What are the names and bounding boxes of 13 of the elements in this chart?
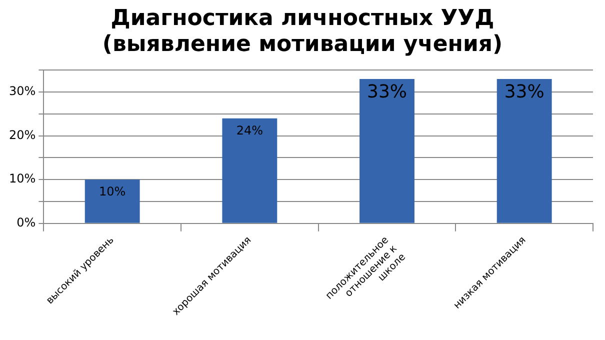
y-tick-label: 10%	[9, 172, 36, 186]
y-tick-label: 30%	[9, 84, 36, 98]
bar	[360, 78, 414, 223]
y-tick-label: 20%	[9, 128, 36, 142]
data-label: 33%	[504, 82, 544, 103]
y-tick-label: 0%	[16, 216, 36, 230]
bar	[222, 118, 278, 223]
chart-title: Диагностика личностных УУД (выявление мотивации учения)	[101, 6, 504, 59]
bar	[496, 78, 552, 223]
data-label: 33%	[366, 82, 408, 103]
data-label: 24%	[236, 123, 264, 138]
data-label: 10%	[99, 184, 126, 199]
bar	[84, 180, 140, 223]
